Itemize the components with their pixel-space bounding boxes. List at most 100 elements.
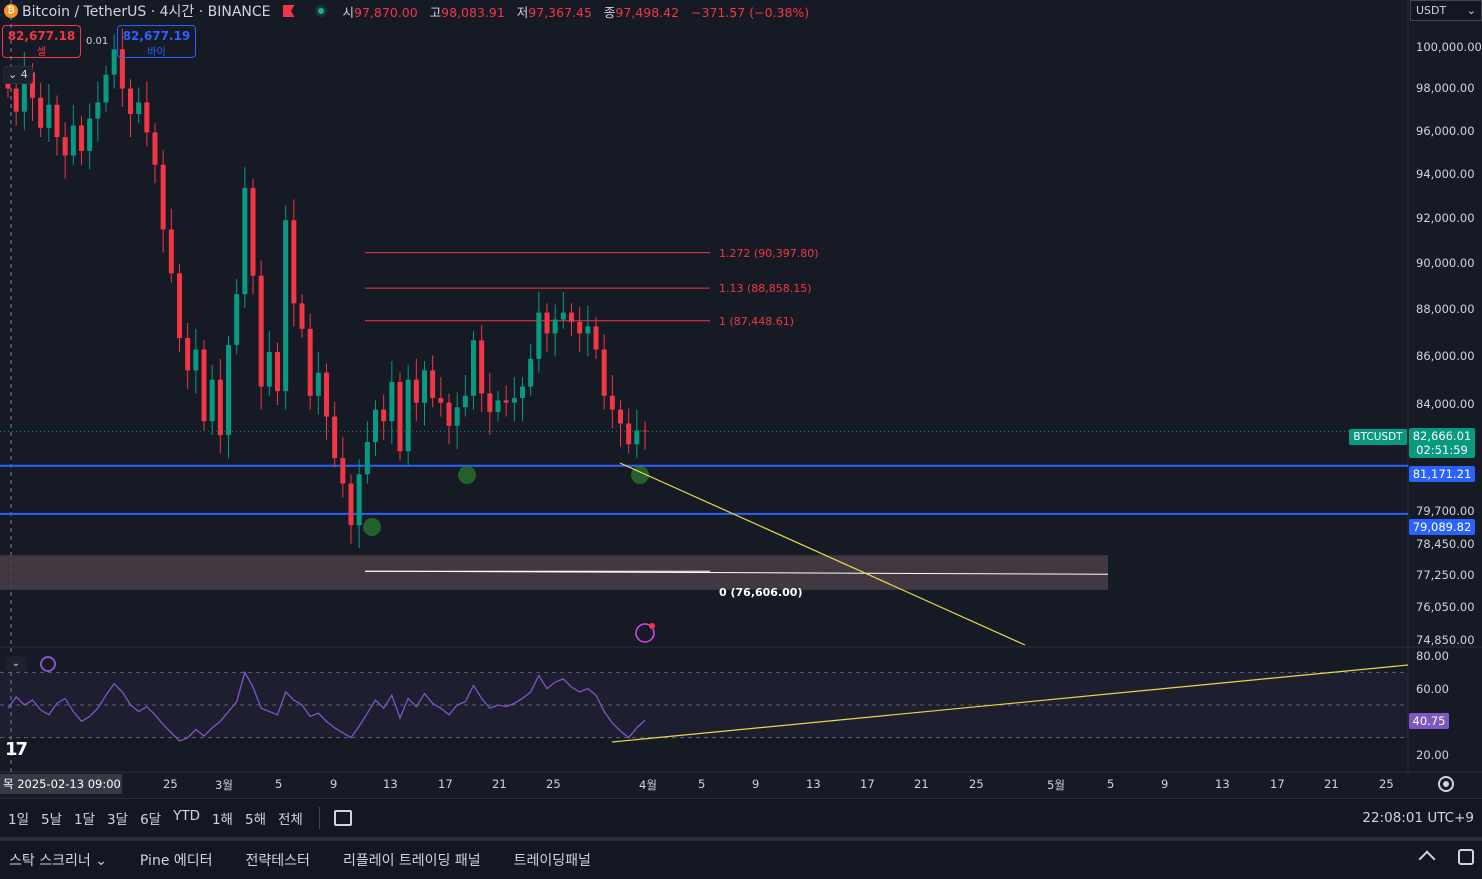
- candle-body: [438, 398, 444, 403]
- range-button[interactable]: 5해: [244, 811, 266, 828]
- market-status-icon: [314, 5, 327, 17]
- candle-body: [479, 340, 485, 394]
- range-button[interactable]: 1달: [74, 811, 96, 828]
- candle-body: [177, 273, 182, 339]
- candle-body: [609, 395, 615, 410]
- price-chart[interactable]: [0, 0, 1482, 800]
- candle-body: [413, 379, 419, 403]
- candle-body: [299, 303, 305, 329]
- candle-body: [544, 312, 550, 334]
- range-button[interactable]: 3달: [107, 811, 129, 828]
- tab-pine-editor[interactable]: Pine 에디터: [139, 853, 213, 869]
- indicator-collapse-button[interactable]: ⌄ 4: [3, 66, 33, 84]
- time-tick: 13: [383, 777, 398, 791]
- candle-body: [185, 338, 191, 371]
- rsi-value-label: 40.75: [1409, 713, 1449, 729]
- last-price: 82,666.01: [1412, 429, 1472, 443]
- candle-body: [552, 319, 558, 334]
- candle-body: [242, 187, 248, 295]
- horizontal-line-label-2: 79,089.82: [1409, 519, 1475, 535]
- range-button[interactable]: 전체: [278, 811, 303, 828]
- time-tick: 5: [275, 777, 283, 791]
- alert-dot-icon: [649, 623, 655, 629]
- fib-label-113: 1.13 (88,858.15): [719, 282, 812, 295]
- candle-body: [152, 132, 158, 165]
- flag-icon[interactable]: [282, 5, 295, 17]
- candle-body: [332, 416, 338, 459]
- price-tick: 86,000.00: [1416, 349, 1475, 363]
- time-tick: 9: [752, 777, 760, 791]
- time-tick: 9: [1161, 777, 1169, 791]
- buy-button[interactable]: 82,677.19 바이: [117, 25, 196, 58]
- trend-line: [619, 462, 1026, 646]
- candle-body: [160, 164, 166, 230]
- candle-body: [324, 372, 329, 417]
- price-tick: 84,000.00: [1416, 397, 1475, 411]
- time-axis[interactable]: 목 2025-02-13 09:00 25 3월 5 9 13 17 21 25 4월 5 9 13 1…: [0, 772, 1482, 796]
- refresh-icon[interactable]: [40, 656, 56, 672]
- candle-body: [119, 49, 125, 89]
- candle-body: [560, 312, 566, 320]
- range-button[interactable]: 5날: [41, 811, 63, 828]
- horizontal-line-label-1: 81,171.21: [1409, 466, 1475, 482]
- rsi-tick: 80.00: [1416, 649, 1449, 663]
- time-tick: 25: [1379, 777, 1394, 791]
- time-tick: 13: [806, 777, 821, 791]
- candle-body: [217, 379, 223, 436]
- range-button[interactable]: YTD: [173, 807, 200, 824]
- maximize-icon[interactable]: [1458, 849, 1474, 865]
- time-tick: 25: [969, 777, 984, 791]
- tab-trading-panel[interactable]: 트레이딩패널: [513, 853, 591, 869]
- tradingview-logo[interactable]: 17: [5, 739, 28, 760]
- price-tick: 78,450.00: [1416, 537, 1475, 551]
- symbol-title[interactable]: Bitcoin / TetherUS · 4시간 · BINANCE: [22, 4, 271, 20]
- candle-body: [226, 344, 231, 436]
- gear-icon[interactable]: [1438, 776, 1454, 792]
- currency-value: USDT: [1416, 4, 1447, 17]
- time-tick: 5월: [1047, 778, 1065, 792]
- tab-strategy-tester[interactable]: 전략테스터: [245, 853, 310, 869]
- candle-body: [405, 379, 411, 452]
- candle-body: [250, 187, 256, 276]
- candle-body: [348, 483, 354, 526]
- candle-body: [70, 125, 76, 156]
- rsi-tick: 60.00: [1416, 682, 1449, 696]
- candle-body: [446, 402, 452, 426]
- range-button[interactable]: 1일: [8, 811, 30, 828]
- candle-body: [364, 441, 370, 475]
- time-tick: 21: [1324, 777, 1339, 791]
- price-tick: 76,050.00: [1416, 600, 1475, 614]
- buy-price: 82,677.19: [122, 29, 191, 43]
- candle-body: [618, 409, 623, 424]
- time-tick: 21: [492, 777, 507, 791]
- bar-countdown: 02:51:59: [1416, 443, 1468, 457]
- candle-body: [234, 294, 240, 345]
- time-tick: 5: [698, 777, 706, 791]
- price-tick: 79,700.00: [1416, 504, 1475, 518]
- tab-stock-screener[interactable]: 스탁 스크리너 ⌄: [9, 853, 107, 869]
- candle-body: [454, 407, 460, 426]
- sell-label: 셀: [36, 47, 47, 58]
- tab-replay-trading[interactable]: 리플레이 트레이딩 패널: [342, 853, 481, 869]
- clock[interactable]: 22:08:01 UTC+9: [1362, 810, 1474, 826]
- range-button[interactable]: 1해: [211, 811, 233, 828]
- touch-marker: [458, 466, 476, 484]
- candle-body: [593, 326, 599, 350]
- candle-body: [54, 104, 60, 138]
- candle-body: [634, 430, 640, 445]
- sell-button[interactable]: 82,677.18 셀: [2, 25, 81, 58]
- rsi-collapse-button[interactable]: ⌄: [6, 656, 26, 672]
- buy-label: 바이: [147, 47, 166, 58]
- candle-body: [5, 80, 11, 89]
- time-tick: 17: [438, 777, 453, 791]
- candle-body: [136, 102, 142, 114]
- chevron-down-icon: ⌄: [1466, 4, 1476, 17]
- candle-body: [62, 137, 68, 156]
- calendar-icon[interactable]: [333, 809, 352, 826]
- range-button[interactable]: 6달: [140, 811, 162, 828]
- time-tick: 4월: [639, 778, 657, 792]
- currency-select[interactable]: USDT ⌄: [1410, 0, 1482, 21]
- candle-body: [536, 312, 542, 359]
- time-tick: 5: [1107, 777, 1115, 791]
- candle-body: [585, 326, 591, 334]
